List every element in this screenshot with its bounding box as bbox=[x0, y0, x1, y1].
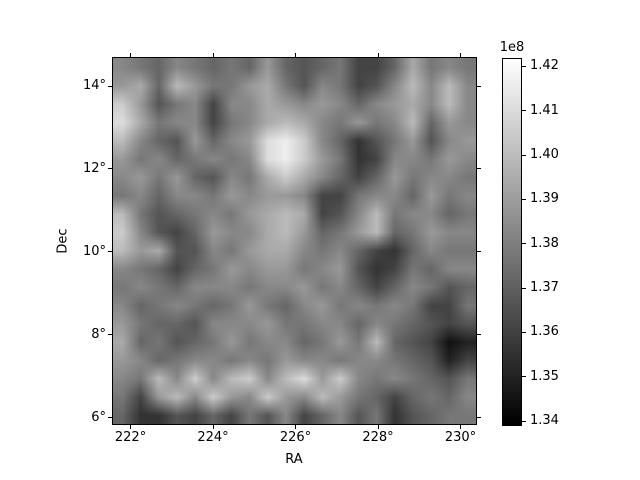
x-tick-mark-top bbox=[130, 53, 132, 57]
colorbar-tick-label: 1.37 bbox=[530, 280, 559, 296]
x-tick-mark-top bbox=[212, 53, 214, 57]
colorbar-tick-label: 1.41 bbox=[530, 102, 559, 118]
y-tick-mark bbox=[108, 417, 112, 419]
y-tick-label: 8° bbox=[91, 326, 106, 342]
y-tick-mark bbox=[108, 251, 112, 253]
y-tick-mark bbox=[108, 168, 112, 170]
x-tick-mark bbox=[377, 425, 379, 429]
x-tick-mark bbox=[460, 425, 461, 429]
x-tick-mark bbox=[295, 425, 297, 429]
y-tick-mark-right bbox=[477, 417, 481, 419]
x-tick-mark bbox=[212, 425, 214, 429]
y-tick-mark-right bbox=[477, 334, 481, 336]
colorbar-tick-mark bbox=[522, 420, 526, 422]
axes bbox=[112, 57, 477, 425]
colorbar-offset-label: 1e8 bbox=[499, 40, 525, 55]
x-axis-label: RA bbox=[285, 452, 303, 467]
colorbar-tick-mark bbox=[522, 243, 526, 245]
colorbar-tick-mark bbox=[522, 154, 526, 156]
colorbar-tick-label: 1.38 bbox=[530, 235, 559, 251]
y-tick-mark bbox=[108, 85, 112, 87]
x-tick-mark bbox=[130, 425, 132, 429]
colorbar-tick-mark bbox=[522, 287, 526, 289]
colorbar-tick-label: 1.39 bbox=[530, 191, 559, 207]
x-tick-mark-top bbox=[295, 53, 297, 57]
x-tick-label: 226° bbox=[279, 430, 312, 445]
colorbar-tick-mark bbox=[522, 331, 526, 333]
colorbar-tick-mark bbox=[522, 376, 526, 378]
x-tick-label: 230° bbox=[444, 430, 477, 445]
colorbar-tick-mark bbox=[522, 65, 526, 67]
heatmap-canvas bbox=[113, 58, 476, 424]
x-tick-label: 224° bbox=[197, 430, 229, 445]
colorbar-tick-label: 1.35 bbox=[530, 368, 559, 384]
colorbar-tick-label: 1.34 bbox=[530, 413, 559, 429]
y-tick-label: 12° bbox=[82, 160, 106, 176]
y-tick-label: 10° bbox=[82, 243, 106, 259]
y-tick-label: 6° bbox=[91, 409, 106, 425]
colorbar-tick-label: 1.42 bbox=[530, 58, 559, 74]
y-tick-mark-right bbox=[477, 85, 481, 87]
x-tick-mark-top bbox=[460, 53, 461, 57]
colorbar bbox=[502, 58, 522, 426]
colorbar-tick-mark bbox=[522, 198, 526, 200]
x-tick-mark-top bbox=[377, 53, 379, 57]
y-tick-label: 14° bbox=[82, 78, 106, 93]
x-tick-label: 222° bbox=[114, 430, 147, 445]
y-tick-mark-right bbox=[477, 168, 481, 170]
x-tick-label: 228° bbox=[362, 430, 394, 445]
y-tick-mark bbox=[108, 334, 112, 336]
colorbar-tick-label: 1.40 bbox=[530, 147, 559, 163]
y-tick-mark-right bbox=[477, 251, 481, 253]
colorbar-tick-mark bbox=[522, 110, 526, 112]
colorbar-tick-label: 1.36 bbox=[530, 324, 559, 340]
